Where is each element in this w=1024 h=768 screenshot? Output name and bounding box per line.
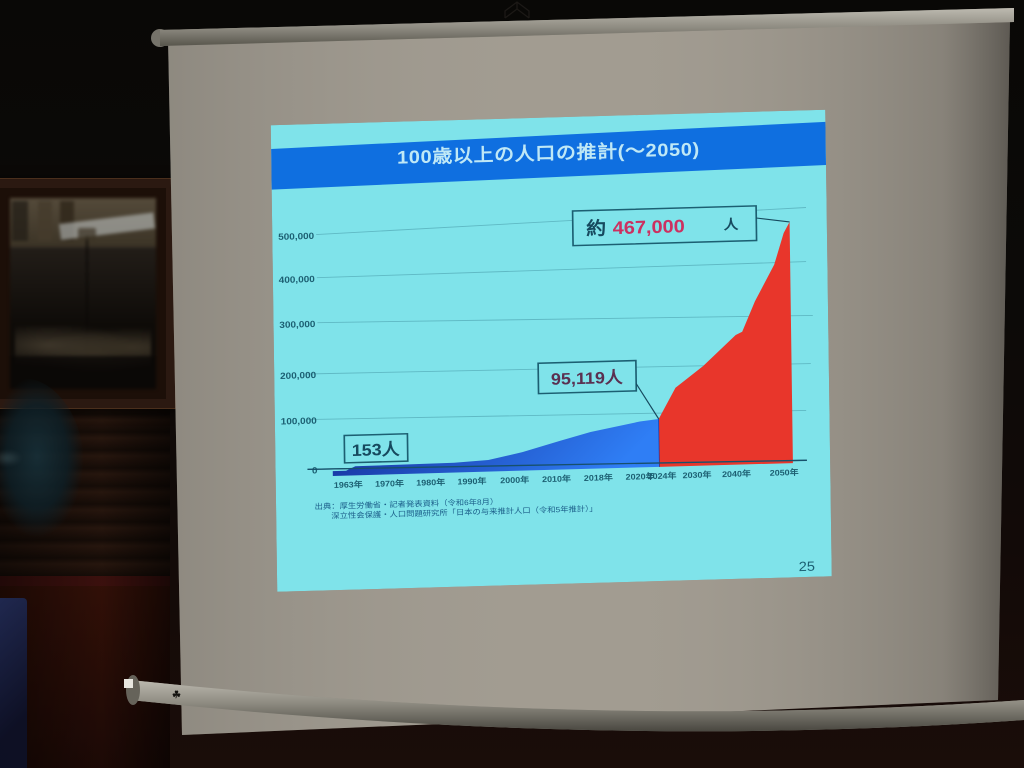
svg-text:1980年: 1980年: [416, 476, 445, 487]
svg-text:25: 25: [799, 558, 816, 574]
svg-text:300,000: 300,000: [279, 319, 315, 330]
svg-text:約: 約: [586, 217, 606, 239]
svg-text:2010年: 2010年: [542, 473, 571, 484]
svg-text:1970年: 1970年: [375, 477, 404, 488]
svg-text:153人: 153人: [352, 439, 401, 459]
svg-text:0: 0: [312, 466, 318, 477]
svg-text:95,119人: 95,119人: [551, 367, 624, 388]
svg-text:人: 人: [724, 216, 740, 232]
svg-text:2050年: 2050年: [770, 466, 799, 477]
svg-text:1963年: 1963年: [334, 479, 363, 490]
svg-text:500,000: 500,000: [278, 231, 314, 242]
svg-text:100,000: 100,000: [281, 416, 317, 427]
svg-text:467,000: 467,000: [613, 217, 685, 239]
svg-text:200,000: 200,000: [280, 370, 316, 381]
svg-text:2024年: 2024年: [648, 470, 677, 481]
svg-text:2040年: 2040年: [722, 468, 751, 479]
svg-text:2018年: 2018年: [584, 472, 613, 483]
svg-text:☘: ☘: [172, 690, 181, 701]
svg-text:400,000: 400,000: [279, 274, 315, 285]
svg-text:2030年: 2030年: [682, 469, 711, 480]
svg-text:2000年: 2000年: [500, 474, 529, 485]
svg-text:1990年: 1990年: [457, 475, 486, 486]
